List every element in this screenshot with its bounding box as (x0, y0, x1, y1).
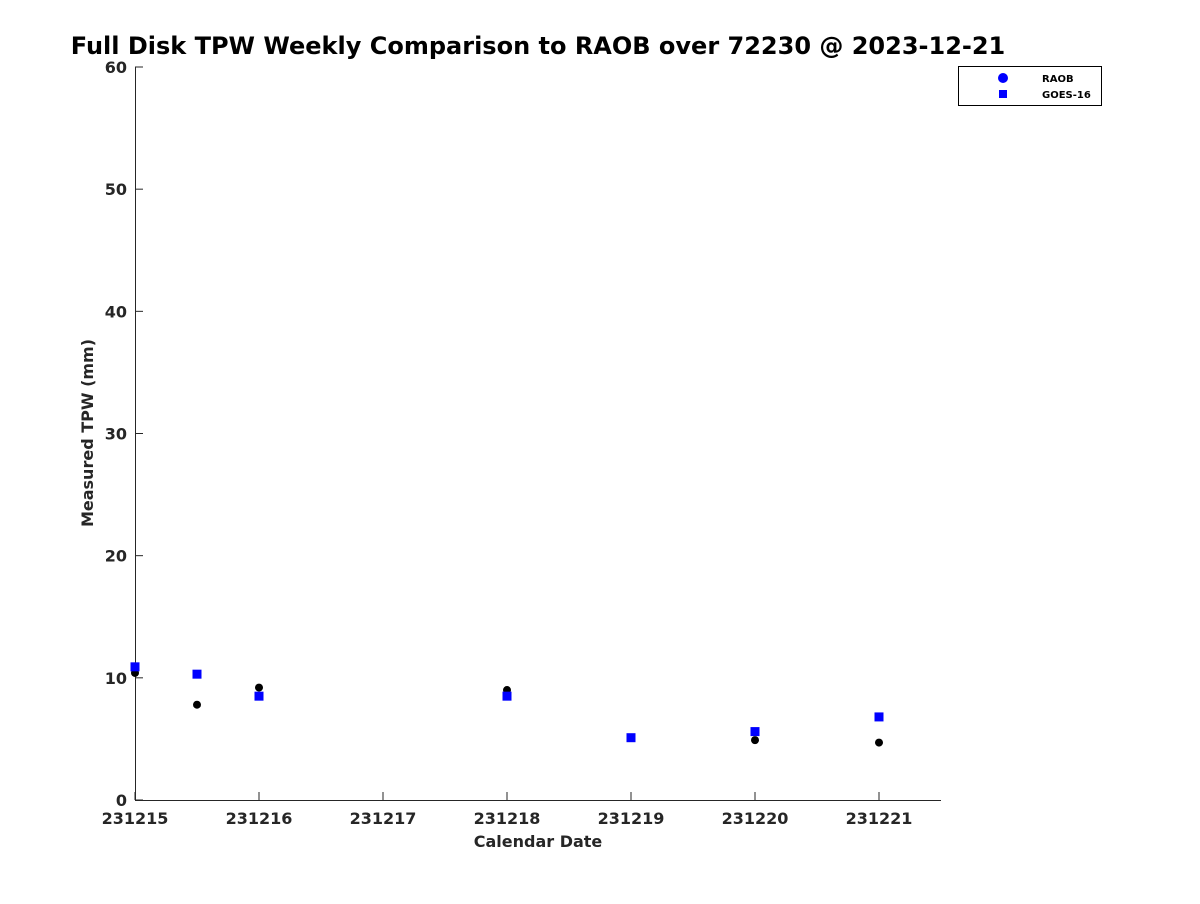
goes16-point (626, 733, 636, 743)
data-marks (130, 662, 884, 747)
goes16-point (502, 691, 512, 701)
raob-point (751, 736, 759, 745)
x-tick-label: 231220 (722, 809, 789, 828)
legend-label-raob: RAOB (1042, 74, 1074, 85)
raob-point (193, 700, 201, 709)
x-tick-label: 231216 (226, 809, 293, 828)
y-tick-label: 10 (105, 669, 127, 688)
goes16-point (750, 727, 760, 737)
x-tick-label: 231219 (598, 809, 665, 828)
goes16-point (130, 662, 140, 672)
legend-marker-goes16 (999, 90, 1007, 98)
x-tick-label: 231218 (474, 809, 541, 828)
goes16-point (254, 691, 264, 701)
x-tick-label: 231217 (350, 809, 417, 828)
raob-point (875, 738, 883, 747)
x-axis-label: Calendar Date (474, 832, 603, 851)
y-tick-label: 20 (105, 547, 127, 566)
legend-label-goes16: GOES-16 (1042, 90, 1091, 101)
legend-marker-raob (998, 73, 1008, 83)
x-tick-label: 231221 (846, 809, 913, 828)
goes16-point (192, 669, 202, 679)
y-tick-label: 30 (105, 425, 127, 444)
y-tick-label: 40 (105, 302, 127, 321)
x-tick-label: 231215 (102, 809, 169, 828)
y-tick-label: 50 (105, 180, 127, 199)
legend: RAOB GOES-16 (958, 66, 1102, 106)
y-axis-label: Measured TPW (mm) (78, 339, 97, 527)
chart-title: Full Disk TPW Weekly Comparison to RAOB … (71, 32, 1006, 60)
legend-box (958, 66, 1102, 106)
raob-point (255, 683, 263, 692)
axes: 231215 231216 231217 231218 231219 231220 2312… (102, 58, 941, 828)
y-tick-label: 0 (116, 791, 127, 810)
goes16-point (874, 712, 884, 722)
y-tick-label: 60 (105, 58, 127, 77)
